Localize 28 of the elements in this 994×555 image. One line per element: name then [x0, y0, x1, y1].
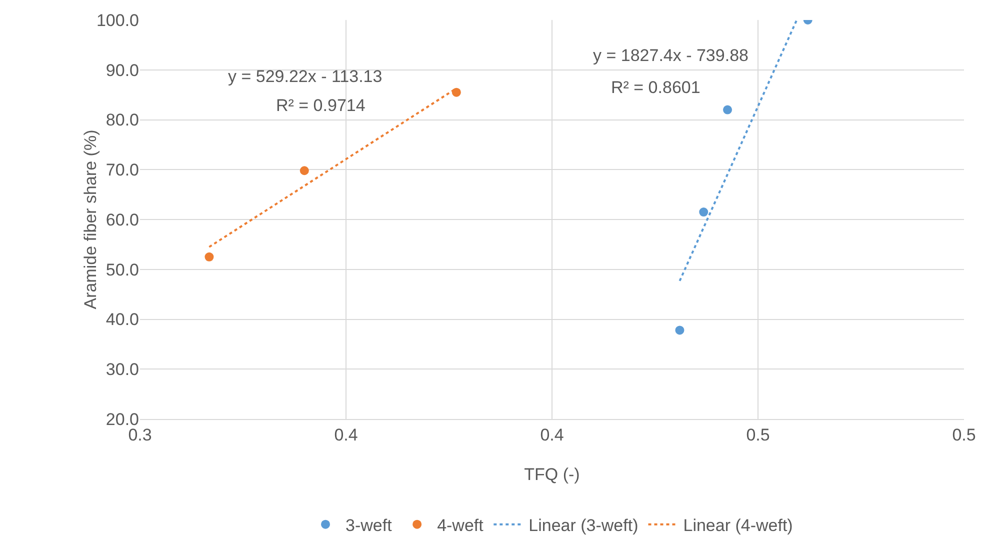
y-tick-label: 90.0	[106, 60, 139, 80]
y-tick-label: 100.0	[96, 10, 139, 30]
legend-label: Linear (4-weft)	[683, 516, 793, 535]
x-tick-label: 0.4	[540, 425, 564, 444]
x-axis-title: TFQ (-)	[524, 465, 580, 484]
legend-label: Linear (3-weft)	[528, 516, 638, 535]
annotation: y = 1827.4x - 739.88	[593, 46, 748, 65]
y-tick-label: 80.0	[106, 110, 139, 130]
x-tick-label: 0.4	[334, 425, 358, 444]
annotation: y = 529.22x - 113.13	[228, 67, 382, 86]
x-tick-label: 0.5	[952, 425, 976, 444]
point	[300, 166, 309, 176]
point	[452, 88, 461, 97]
y-tick-label: 50.0	[106, 260, 139, 280]
legend-label: 4-weft	[437, 516, 484, 535]
y-tick-label: 30.0	[106, 360, 139, 380]
point	[723, 105, 732, 114]
legend-label: 3-weft	[346, 516, 392, 535]
point	[699, 208, 708, 217]
point	[204, 252, 214, 262]
y-axis-title: Aramide fiber share (%)	[81, 130, 100, 310]
x-tick-label: 0.5	[746, 425, 770, 444]
annotation: R² = 0.8601	[611, 78, 700, 97]
y-tick-label: 60.0	[106, 210, 139, 230]
y-tick-label: 70.0	[106, 160, 139, 180]
annotation: R² = 0.9714	[276, 96, 366, 115]
point	[675, 326, 684, 335]
y-tick-label: 40.0	[106, 310, 139, 330]
